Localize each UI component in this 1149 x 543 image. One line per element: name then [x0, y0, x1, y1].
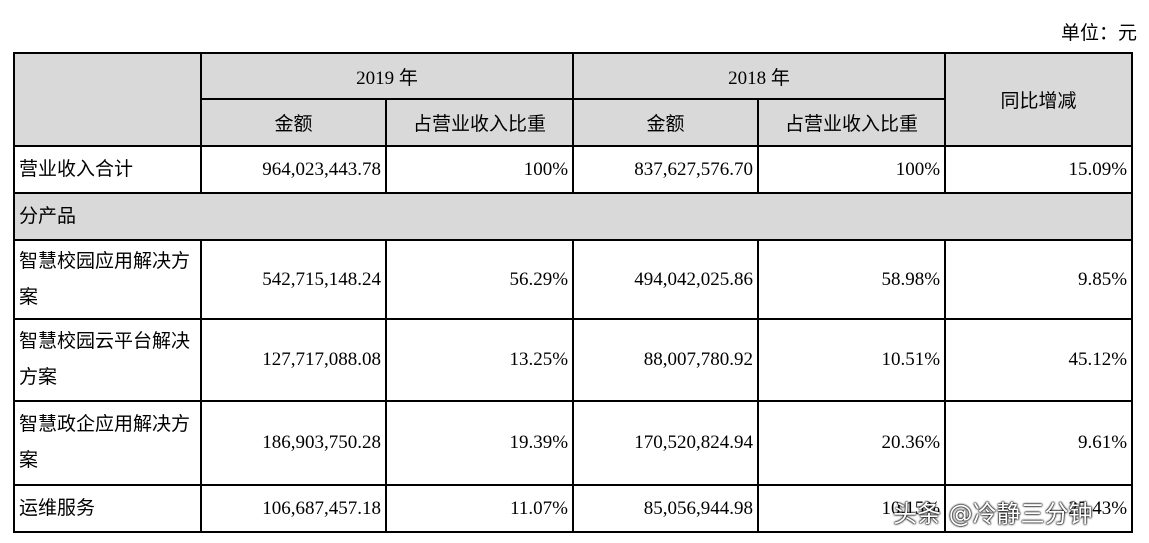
row-label: 智慧校园应用解决方案: [13, 239, 202, 320]
value-cell: 100%: [757, 145, 947, 194]
value-cell: 11.07%: [384, 484, 575, 533]
table-row: 营业收入合计 964,023,443.78 100% 837,627,576.70 10…: [13, 145, 1134, 194]
table-row: 运维服务 106,687,457.18 11.07% 85,056,944.98 10.…: [13, 484, 1134, 533]
value-cell: 58.98%: [757, 239, 947, 320]
row-label: 运维服务: [13, 484, 202, 533]
column-header: 占营业收入比重: [384, 98, 575, 147]
value-cell: 100%: [384, 145, 575, 194]
row-label: 营业收入合计: [13, 145, 202, 194]
value-cell: 186,903,750.28: [200, 400, 387, 486]
value-cell: 170,520,824.94: [572, 400, 760, 486]
revenue-table: 2019 年 2018 年 同比增减 金额 占营业收入比重 金额 占营业收入比重…: [12, 52, 1134, 533]
value-cell: 106,687,457.18: [200, 484, 387, 533]
column-header: 占营业收入比重: [757, 98, 947, 147]
year-header: 2019 年: [199, 52, 575, 100]
value-cell: 20.36%: [757, 400, 947, 486]
table-row: 智慧校园应用解决方案 542,715,148.24 56.29% 494,042,02…: [13, 239, 1134, 320]
value-cell: 10.51%: [757, 318, 947, 402]
value-cell: 85,056,944.98: [572, 484, 760, 533]
unit-label: 单位：元: [1060, 23, 1137, 44]
section-row: 分产品: [12, 192, 1134, 241]
value-cell: 964,023,443.78: [200, 145, 387, 194]
watermark: 头条 @冷静三分钟: [893, 500, 1093, 528]
row-label: 智慧校园云平台解决方案: [13, 318, 202, 402]
value-cell: 542,715,148.24: [200, 239, 387, 320]
value-cell: 25.43%: [944, 484, 1134, 533]
value-cell: 9.85%: [944, 239, 1134, 320]
table-row: 智慧政企应用解决方案 186,903,750.28 19.39% 170,520,82…: [13, 400, 1134, 486]
column-header: 金额: [200, 98, 387, 147]
section-label: 分产品: [12, 192, 1134, 241]
value-cell: 127,717,088.08: [200, 318, 387, 402]
year-header: 2018 年: [572, 52, 947, 100]
table-row: 智慧校园云平台解决方案 127,717,088.08 13.25% 88,007,78…: [13, 318, 1134, 402]
value-cell: 56.29%: [384, 239, 575, 320]
value-cell: 13.25%: [384, 318, 575, 402]
value-cell: 45.12%: [944, 318, 1134, 402]
corner-cell: [13, 52, 202, 147]
row-label: 智慧政企应用解决方案: [13, 400, 202, 486]
value-cell: 19.39%: [384, 400, 575, 486]
value-cell: 837,627,576.70: [572, 145, 760, 194]
value-cell: 15.09%: [944, 145, 1134, 194]
value-cell: 10.15%: [757, 484, 947, 533]
column-header: 金额: [572, 98, 760, 147]
value-cell: 88,007,780.92: [572, 318, 760, 402]
value-cell: 9.61%: [944, 400, 1134, 486]
value-cell: 494,042,025.86: [572, 239, 760, 320]
change-header: 同比增减: [944, 52, 1134, 147]
